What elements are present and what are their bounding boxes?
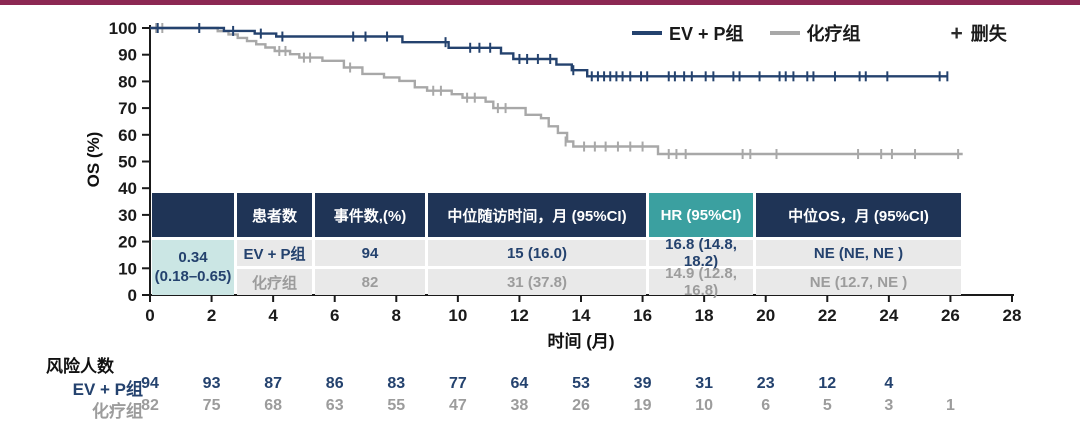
top-accent-bar [0, 0, 1080, 5]
stats-chemo-events: 31 (37.8) [428, 269, 646, 295]
risk-count: 77 [448, 375, 467, 392]
x-tick-label: 8 [392, 306, 401, 325]
y-tick-label: 90 [118, 46, 137, 65]
x-tick-label: 4 [268, 306, 278, 325]
stats-header-hr: HR (95%CI) [649, 193, 753, 237]
risk-counts-ev-p: 94 93 87 86 83 77 64 53 39 31 23 12 4 [0, 375, 1080, 395]
legend-item-ev-p: EV + P组 [632, 20, 744, 46]
x-tick-label: 24 [879, 306, 898, 325]
risk-count: 10 [695, 397, 714, 414]
risk-count: 75 [202, 397, 221, 414]
x-tick-label: 0 [145, 306, 154, 325]
risk-count: 53 [572, 375, 590, 392]
legend-line-swatch-chemo [769, 31, 800, 35]
risk-count: 12 [818, 375, 837, 392]
y-tick-label: 50 [118, 153, 137, 172]
x-tick-label: 22 [818, 306, 837, 325]
risk-label-chemo: 化疗组 [92, 402, 143, 421]
stats-header-events: 事件数,(%) [315, 193, 425, 237]
stats-ev-patients: 94 [315, 240, 425, 266]
x-tick-label: 28 [1003, 306, 1022, 325]
risk-count: 4 [884, 375, 894, 392]
x-tick-label: 2 [207, 306, 216, 325]
y-axis-title: OS (%) [84, 131, 103, 188]
y-tick-label: 30 [118, 206, 137, 225]
risk-count: 31 [695, 375, 714, 392]
risk-table-title: 风险人数 [46, 357, 114, 376]
y-tick-label: 70 [118, 99, 137, 118]
stats-header-patients: 患者数 [237, 193, 312, 237]
risk-count: 86 [325, 375, 344, 392]
x-tick-label: 26 [941, 306, 960, 325]
risk-count: 83 [387, 375, 406, 392]
legend-item-chemo: 化疗组 [769, 20, 861, 46]
x-tick-label: 6 [330, 306, 339, 325]
stats-hr-cell: 0.34 (0.18–0.65) [152, 240, 234, 295]
curve-ev-p [150, 26, 948, 78]
risk-count: 63 [325, 397, 344, 414]
stats-header-median-os: 中位OS，月 (95%CI) [756, 193, 961, 237]
stats-chemo-patients: 82 [315, 269, 425, 295]
risk-count: 38 [510, 397, 529, 414]
stats-chemo-label: 化疗组 [237, 269, 312, 295]
risk-label-ev-p: EV + P组 [72, 380, 143, 399]
y-tick-label: 10 [118, 259, 137, 278]
x-tick-label: 12 [510, 306, 529, 325]
risk-count: 93 [202, 375, 221, 392]
y-tick-label: 0 [128, 286, 137, 305]
stats-ev-events: 15 (16.0) [428, 240, 646, 266]
y-tick-label: 60 [118, 126, 137, 145]
stats-chemo-followup: 14.9 (12.8, 16.8) [649, 265, 753, 299]
stats-table: 患者数 事件数,(%) 中位随访时间，月 (95%CI) HR (95%CI) … [152, 193, 961, 299]
legend-item-censor: + 删失 [951, 20, 1007, 46]
censor-plus-icon: + [950, 21, 963, 45]
x-tick-label: 16 [633, 306, 652, 325]
stats-chemo-median-os: NE (12.7, NE ) [756, 269, 961, 295]
risk-count: 55 [387, 397, 406, 414]
risk-count: 5 [822, 397, 832, 414]
y-tick-label: 20 [118, 233, 137, 252]
x-tick-label: 14 [572, 306, 591, 325]
curve-chemo [150, 26, 963, 156]
legend-label-chemo: 化疗组 [806, 24, 861, 44]
legend-label-ev-p: EV + P组 [669, 24, 744, 44]
stats-ev-median-os: NE (NE, NE ) [756, 240, 961, 266]
x-tick-label: 20 [756, 306, 775, 325]
risk-counts-chemo: 82 75 68 63 55 47 38 26 19 10 6 5 3 1 [0, 397, 1080, 417]
risk-count: 68 [264, 397, 283, 414]
risk-count: 87 [264, 375, 283, 392]
risk-count: 47 [448, 397, 467, 414]
legend-label-censor: 删失 [970, 24, 1007, 44]
x-tick-label: 10 [448, 306, 467, 325]
legend-line-swatch-ev-p [632, 31, 662, 35]
risk-count: 19 [633, 397, 652, 414]
risk-count: 39 [633, 375, 652, 392]
stats-ev-label: EV + P组 [237, 240, 312, 266]
x-axis-title: 时间 (月) [547, 332, 615, 351]
x-tick-label: 18 [695, 306, 714, 325]
hr-ci: (0.18–0.65) [154, 267, 232, 285]
y-tick-label: 100 [109, 19, 137, 38]
risk-count: 26 [572, 397, 590, 414]
stats-header-followup: 中位随访时间，月 (95%CI) [428, 193, 646, 237]
risk-count: 82 [141, 397, 159, 414]
stats-ev-followup: 16.8 (14.8, 18.2) [649, 236, 753, 270]
risk-count: 64 [510, 375, 529, 392]
risk-count: 6 [761, 397, 771, 414]
legend: EV + P组 化疗组 + 删失 [632, 20, 1007, 46]
y-tick-label: 80 [118, 72, 137, 91]
stats-header-blank [152, 193, 234, 237]
hr-value: 0.34 [178, 248, 208, 266]
risk-count: 3 [884, 397, 894, 414]
risk-count: 94 [141, 375, 159, 392]
risk-count: 1 [945, 397, 955, 414]
y-tick-label: 40 [118, 179, 137, 198]
risk-count: 23 [756, 375, 775, 392]
